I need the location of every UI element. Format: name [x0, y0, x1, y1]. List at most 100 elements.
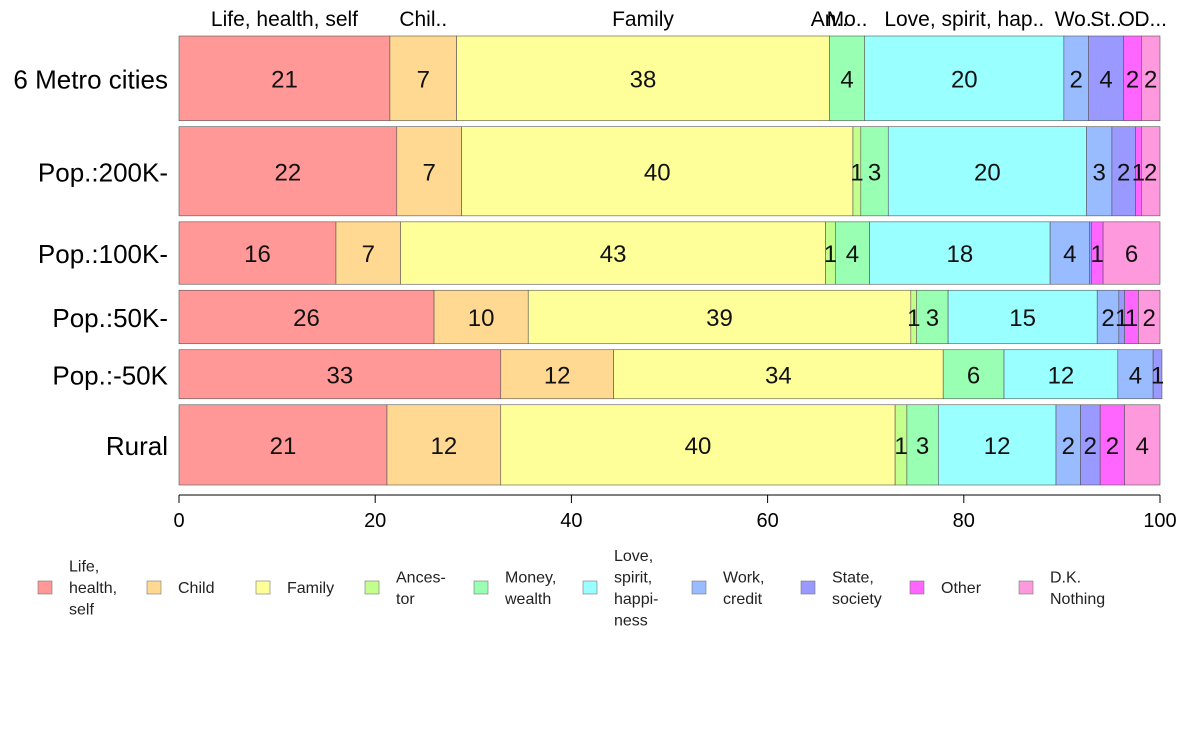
segment-label: 39 [706, 305, 733, 332]
bars [178, 35, 1163, 486]
x-axis: 0 20 40 60 80 100 [173, 494, 1177, 532]
segment-label: 2 [1143, 305, 1156, 332]
legend: Life, health, self Child Family Ances-tor Mone… [37, 548, 1105, 629]
segment-label: 4 [846, 241, 859, 268]
segment-label: 1 [824, 241, 837, 268]
segment-label: 2 [1106, 433, 1119, 460]
segment-label: 18 [947, 241, 974, 268]
bar-segment [613, 349, 944, 400]
x-tick-label: 80 [953, 510, 975, 532]
bar-segment [178, 289, 435, 345]
segment-label: 4 [1136, 433, 1149, 460]
segment-label: 43 [600, 241, 627, 268]
bar-segment [1138, 289, 1161, 345]
segment-label: 3 [1092, 159, 1105, 186]
segment-label: 20 [974, 159, 1001, 186]
bar-segment [178, 349, 502, 400]
segment-label: 1 [907, 305, 920, 332]
bar-segment [433, 289, 529, 345]
bar-segment [400, 221, 826, 285]
segment-label: 4 [1099, 66, 1112, 93]
bar-segment [1063, 35, 1089, 121]
segment-label: 1 [1151, 362, 1164, 389]
bar-segment [860, 126, 889, 217]
bar-segment [178, 35, 391, 121]
bar-segment [1088, 35, 1125, 121]
top-category-label: Chil.. [399, 8, 447, 31]
legend-label: D.K. [1050, 569, 1081, 586]
bar-segment [887, 126, 1087, 217]
segment-label: 1 [1115, 305, 1128, 332]
legend-swatch [691, 580, 707, 595]
segment-label: 33 [327, 362, 354, 389]
top-category-label: Family [612, 8, 674, 31]
segment-label: 38 [630, 66, 657, 93]
legend-label: Love, [614, 548, 653, 565]
legend-label: Life, [69, 559, 99, 576]
legend-label: Child [178, 580, 214, 597]
x-tick-label: 20 [364, 510, 386, 532]
bar-segment [864, 35, 1065, 121]
bar-segment [916, 289, 949, 345]
legend-label: Other [941, 580, 982, 597]
bar-segment [500, 404, 896, 486]
segment-label: 1 [1091, 241, 1104, 268]
top-category-label: Love, spirit, hap.. [884, 8, 1044, 31]
bar-segment [335, 221, 402, 285]
bar-segment [869, 221, 1051, 285]
bar-segment [386, 404, 502, 486]
legend-label: ness [614, 612, 648, 629]
bar-segment [461, 126, 854, 217]
legend-swatch [1018, 580, 1034, 595]
x-tick-label: 0 [173, 510, 184, 532]
top-category-label: Life, health, self [211, 8, 358, 31]
legend-label: Ances- [396, 569, 446, 586]
legend-label: society [832, 591, 882, 608]
segment-label: 3 [926, 305, 939, 332]
legend-label: credit [723, 591, 763, 608]
segment-label: 1 [894, 433, 907, 460]
legend-label: wealth [504, 591, 551, 608]
segment-label: 7 [417, 66, 430, 93]
segment-label: 12 [544, 362, 571, 389]
bar-segment [942, 349, 1005, 400]
segment-label: 12 [1048, 362, 1075, 389]
bar-segment [178, 404, 388, 486]
top-category-label: Wo.. [1055, 8, 1098, 31]
top-category-label: D... [1134, 8, 1167, 31]
x-tick-label: 40 [560, 510, 582, 532]
bar-segment [937, 404, 1057, 486]
bar-segment [1117, 349, 1154, 400]
segment-label: 1 [1132, 159, 1145, 186]
bar-segment [456, 35, 830, 121]
segment-label: 2 [1144, 159, 1157, 186]
legend-label: Money, [505, 569, 556, 586]
segment-label: 16 [244, 241, 271, 268]
segment-label: 15 [1009, 305, 1036, 332]
segment-label: 22 [275, 159, 302, 186]
segment-label: 26 [293, 305, 320, 332]
segment-label: 12 [431, 433, 458, 460]
legend-swatch [255, 580, 271, 595]
top-category-label: O.. [1119, 8, 1147, 31]
row-label: 6 Metro cities [13, 64, 168, 94]
legend-label: spirit, [614, 569, 652, 586]
segment-label: 6 [967, 362, 980, 389]
segment-label: 4 [1063, 241, 1076, 268]
bar-segment [906, 404, 939, 486]
legend-swatch [37, 580, 53, 595]
top-category-label: Mo.. [827, 8, 868, 31]
row-label: Pop.:200K- [38, 157, 168, 187]
segment-label: 34 [765, 362, 792, 389]
bar-segment [178, 221, 337, 285]
row-labels: 6 Metro cities Pop.:200K- Pop.:100K- Pop.:5… [13, 64, 168, 461]
segment-label: 2 [1084, 433, 1097, 460]
bar-segment [500, 349, 614, 400]
top-category-labels: Life, health, self Chil.. Family An..Mo.. Lo… [211, 8, 1167, 31]
legend-label: self [69, 602, 94, 619]
bar-segment [527, 289, 912, 345]
segment-label: 7 [422, 159, 435, 186]
segment-label: 20 [951, 66, 978, 93]
legend-label: tor [396, 591, 415, 608]
segment-label: 3 [868, 159, 881, 186]
